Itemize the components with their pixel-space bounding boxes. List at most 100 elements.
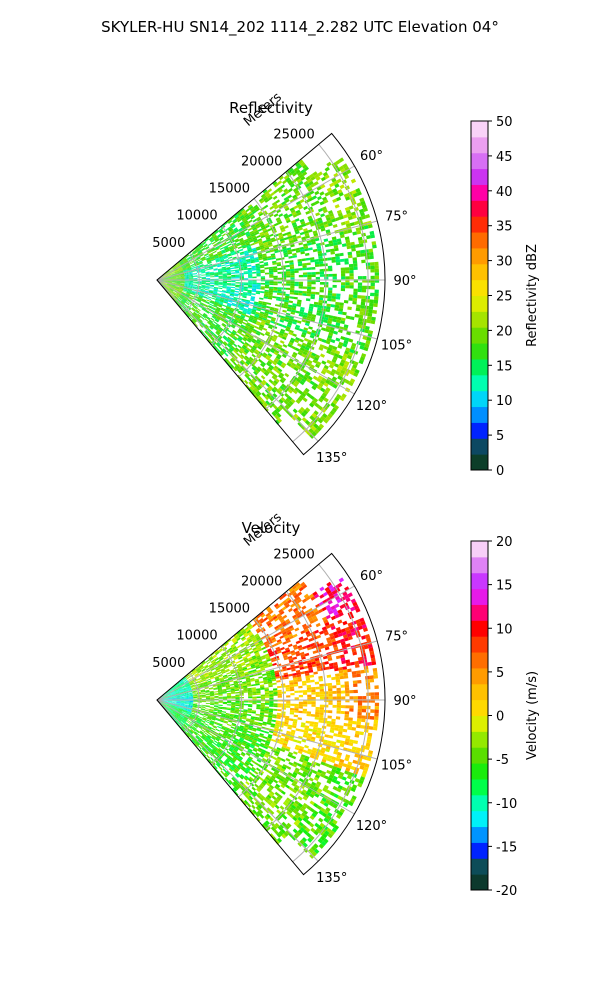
radar-gate bbox=[163, 275, 168, 278]
radar-gate bbox=[174, 269, 179, 272]
radar-gate bbox=[294, 270, 299, 273]
radar-gate bbox=[184, 276, 189, 278]
radar-gate bbox=[201, 277, 206, 279]
radar-gate bbox=[254, 231, 260, 236]
radar-gate bbox=[183, 288, 188, 291]
radar-gate bbox=[310, 294, 316, 297]
radar-gate bbox=[285, 287, 291, 290]
radar-gate bbox=[235, 333, 240, 337]
radar-gate bbox=[250, 348, 255, 353]
radar-gate bbox=[277, 281, 282, 284]
radar-gate bbox=[184, 275, 189, 277]
radar-gate bbox=[184, 286, 189, 288]
radar-gate bbox=[217, 725, 222, 729]
radar-gate bbox=[201, 258, 207, 262]
radar-gate bbox=[165, 286, 170, 290]
radar-gate bbox=[235, 285, 240, 288]
radar-gate bbox=[208, 253, 214, 257]
radar-gate bbox=[222, 304, 227, 308]
radar-gate bbox=[180, 276, 185, 277]
radar-gate bbox=[263, 243, 269, 247]
radar-gate bbox=[290, 285, 295, 289]
radar-gate bbox=[259, 244, 265, 248]
radar-gate bbox=[251, 267, 256, 270]
radar-gate bbox=[244, 278, 249, 280]
radar-gate bbox=[201, 287, 206, 289]
radar-gate bbox=[200, 268, 205, 271]
radar-gate bbox=[257, 238, 262, 242]
radar-gate bbox=[163, 282, 168, 285]
radar-gate bbox=[335, 337, 341, 342]
radar-gate bbox=[190, 265, 196, 268]
radar-gate bbox=[205, 273, 210, 275]
radar-gate bbox=[290, 273, 295, 276]
radar-gate bbox=[233, 296, 238, 299]
radar-gate bbox=[249, 314, 255, 318]
radar-gate bbox=[359, 308, 365, 312]
radar-gate bbox=[187, 298, 192, 302]
radar-gate bbox=[172, 266, 177, 269]
radar-gate bbox=[374, 275, 380, 280]
radar-gate bbox=[226, 337, 231, 342]
radar-gate bbox=[368, 306, 374, 310]
radar-gate bbox=[207, 307, 212, 311]
radar-gate bbox=[194, 245, 199, 250]
radar-gate bbox=[221, 233, 226, 237]
radar-gate bbox=[236, 232, 241, 236]
radar-gate bbox=[237, 311, 242, 315]
radar-gate bbox=[203, 313, 207, 317]
radar-gate bbox=[189, 277, 194, 278]
radar-gate bbox=[205, 271, 210, 273]
radar-gate bbox=[169, 288, 174, 291]
radar-gate bbox=[260, 286, 265, 289]
radar-gate bbox=[327, 290, 333, 294]
radar-gate bbox=[241, 244, 247, 248]
radar-gate bbox=[184, 282, 189, 283]
radar-gate bbox=[260, 375, 266, 380]
radar-gate bbox=[306, 330, 312, 335]
radar-gate bbox=[219, 230, 224, 234]
radar-gate bbox=[176, 280, 181, 282]
radar-gate bbox=[214, 300, 220, 304]
radar-gate bbox=[262, 301, 268, 305]
radar-gate bbox=[170, 294, 174, 298]
radar-gate bbox=[217, 233, 222, 238]
radar-gate bbox=[370, 286, 375, 290]
radar-gate bbox=[210, 258, 215, 261]
radar-gate bbox=[243, 286, 248, 289]
radar-gate bbox=[209, 284, 215, 287]
radar-gate bbox=[219, 300, 224, 303]
radar-gate bbox=[184, 303, 188, 307]
radar-gate bbox=[163, 276, 168, 278]
radar-gate bbox=[178, 303, 182, 308]
radar-gate bbox=[307, 229, 313, 233]
radar-gate bbox=[179, 270, 184, 273]
radar-gate bbox=[339, 302, 344, 306]
radar-gate bbox=[240, 314, 246, 318]
radar-gate bbox=[173, 297, 177, 301]
radar-gate bbox=[246, 347, 251, 352]
radar-gate bbox=[352, 300, 357, 305]
radar-gate bbox=[180, 277, 185, 279]
radar-gate bbox=[198, 251, 203, 255]
radar-gate bbox=[175, 272, 180, 274]
radar-gate bbox=[212, 315, 217, 319]
radar-gate bbox=[219, 236, 224, 240]
radar-gate bbox=[237, 337, 243, 341]
radar-gate bbox=[201, 278, 206, 280]
radar-gate bbox=[199, 265, 204, 268]
radar-gate bbox=[267, 315, 272, 319]
radar-gate bbox=[302, 293, 307, 296]
radar-gate bbox=[205, 708, 210, 710]
radar-gate bbox=[305, 298, 311, 302]
radar-gate bbox=[294, 268, 299, 271]
radar-gate bbox=[197, 249, 201, 253]
radar-gate bbox=[272, 260, 277, 264]
radar-gate bbox=[205, 335, 210, 340]
radar-gate bbox=[218, 283, 223, 285]
colorbar-label: Reflectivity dBZ bbox=[525, 244, 540, 347]
radar-gate bbox=[248, 219, 253, 224]
radar-gate bbox=[234, 319, 239, 323]
radar-gate bbox=[194, 322, 198, 327]
radar-gate bbox=[176, 263, 180, 267]
